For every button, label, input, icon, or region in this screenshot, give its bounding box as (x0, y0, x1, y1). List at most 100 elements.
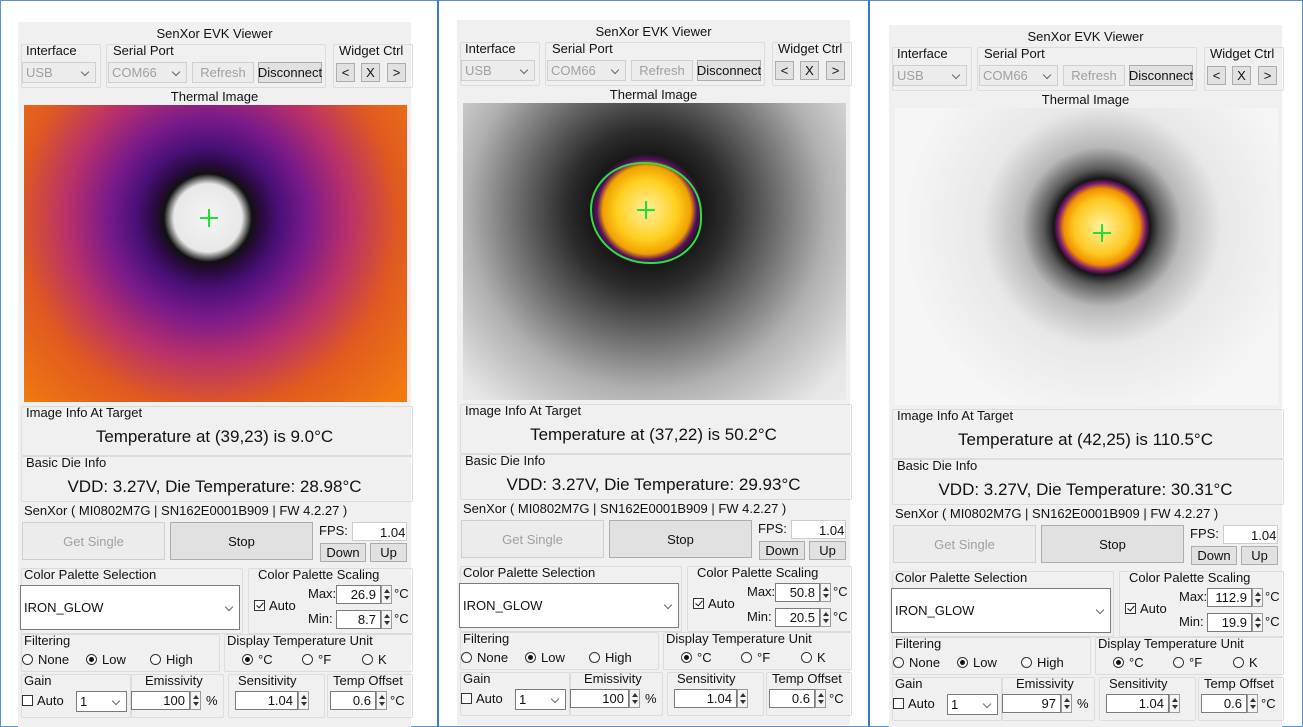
temperature-text: Temperature at (39,23) is 9.0°C (18, 428, 411, 445)
spin-buttons[interactable] (376, 691, 387, 710)
radio-label: Low (102, 653, 126, 666)
radio-button[interactable] (1113, 657, 1124, 668)
checkbox[interactable] (893, 698, 904, 709)
checkbox[interactable] (254, 600, 265, 611)
widget-button[interactable]: > (826, 61, 845, 80)
get-single-button[interactable]: Get Single (22, 522, 165, 560)
widget-button[interactable]: X (800, 61, 819, 80)
spin-buttons[interactable] (1252, 588, 1263, 607)
radio-button[interactable] (801, 652, 812, 663)
min-input[interactable]: 19.9 (1207, 613, 1252, 632)
radio-button[interactable] (1233, 657, 1244, 668)
spin-buttons[interactable] (1169, 694, 1180, 713)
widget-button[interactable]: X (361, 63, 380, 82)
spin-buttons[interactable] (298, 691, 309, 710)
spin-buttons[interactable] (381, 610, 392, 629)
stop-button[interactable]: Stop (609, 520, 752, 558)
spin-buttons[interactable] (1061, 694, 1072, 713)
interface-select[interactable]: USB (893, 65, 967, 86)
spin-buttons[interactable] (1247, 694, 1258, 713)
spin-buttons[interactable] (381, 585, 392, 604)
max-input[interactable]: 112.9 (1207, 588, 1252, 607)
widget-button[interactable]: < (775, 61, 794, 80)
spin-buttons[interactable] (820, 583, 831, 602)
offset-input[interactable]: 0.6 (1201, 694, 1247, 713)
widget-button[interactable]: X (1232, 66, 1251, 85)
emissivity-input[interactable]: 100 (131, 691, 190, 710)
palette-select[interactable]: IRON_GLOW (459, 583, 679, 628)
radio-button[interactable] (957, 657, 968, 668)
widget-button[interactable]: > (1258, 66, 1277, 85)
serial-port-select[interactable]: COM66 (547, 60, 626, 81)
refresh-button[interactable]: Refresh (1063, 65, 1125, 86)
spin-buttons[interactable] (737, 689, 748, 708)
down-button[interactable]: Down (1191, 546, 1237, 565)
widget-button[interactable]: < (336, 63, 355, 82)
max-input[interactable]: 50.8 (775, 583, 820, 602)
offset-input-value: 0.6 (1224, 697, 1242, 710)
radio-button[interactable] (22, 654, 33, 665)
disconnect-button[interactable]: Disconnect (697, 60, 761, 81)
down-button[interactable]: Down (759, 541, 805, 560)
spin-buttons[interactable] (815, 689, 826, 708)
radio-button[interactable] (741, 652, 752, 663)
min-input[interactable]: 20.5 (775, 608, 820, 627)
offset-input[interactable]: 0.6 (330, 691, 376, 710)
radio-button[interactable] (461, 652, 472, 663)
radio-label: °C (258, 653, 273, 666)
serial-port-select[interactable]: COM66 (108, 62, 187, 83)
radio-button[interactable] (589, 652, 600, 663)
spin-buttons[interactable] (1252, 613, 1263, 632)
stop-button[interactable]: Stop (1041, 525, 1184, 563)
spin-buttons[interactable] (820, 608, 831, 627)
up-button[interactable]: Up (370, 543, 407, 562)
sensitivity-input-value: 1.04 (707, 692, 732, 705)
interface-select[interactable]: USB (22, 62, 96, 83)
checkbox[interactable] (22, 695, 33, 706)
get-single-button[interactable]: Get Single (893, 525, 1036, 563)
radio-button[interactable] (681, 652, 692, 663)
palette-select[interactable]: IRON_GLOW (891, 588, 1111, 633)
palette-select[interactable]: IRON_GLOW (20, 585, 240, 630)
sensitivity-input[interactable]: 1.04 (674, 689, 737, 708)
get-single-button[interactable]: Get Single (461, 520, 604, 558)
disconnect-button[interactable]: Disconnect (1129, 65, 1193, 86)
spin-buttons[interactable] (190, 691, 201, 710)
radio-button[interactable] (150, 654, 161, 665)
emissivity-input[interactable]: 97 (1002, 694, 1061, 713)
up-button[interactable]: Up (1241, 546, 1278, 565)
radio-button[interactable] (242, 654, 253, 665)
refresh-button[interactable]: Refresh (631, 60, 693, 81)
sensitivity-input[interactable]: 1.04 (235, 691, 298, 710)
radio-button[interactable] (1173, 657, 1184, 668)
radio-button[interactable] (1021, 657, 1032, 668)
radio-button[interactable] (362, 654, 373, 665)
interface-select[interactable]: USB (461, 60, 535, 81)
serial-port-select[interactable]: COM66 (979, 65, 1058, 86)
gain-select[interactable]: 1 (515, 689, 566, 710)
min-input[interactable]: 8.7 (336, 610, 381, 629)
radio-button[interactable] (525, 652, 536, 663)
emissivity-input[interactable]: 100 (570, 689, 629, 708)
gain-select[interactable]: 1 (76, 691, 127, 712)
max-input[interactable]: 26.9 (336, 585, 381, 604)
checkbox[interactable] (1125, 603, 1136, 614)
down-button[interactable]: Down (320, 543, 366, 562)
widget-button[interactable]: > (387, 63, 406, 82)
widget-button[interactable]: < (1207, 66, 1226, 85)
refresh-button[interactable]: Refresh (192, 62, 254, 83)
spin-buttons[interactable] (629, 689, 640, 708)
up-button[interactable]: Up (809, 541, 846, 560)
radio-button[interactable] (86, 654, 97, 665)
checkbox[interactable] (461, 693, 472, 704)
disconnect-button[interactable]: Disconnect (258, 62, 322, 83)
radio-button[interactable] (302, 654, 313, 665)
stop-button[interactable]: Stop (170, 522, 313, 560)
scaling-label: Color Palette Scaling (1129, 571, 1250, 584)
radio-button[interactable] (893, 657, 904, 668)
offset-input[interactable]: 0.6 (769, 689, 815, 708)
checkbox[interactable] (693, 598, 704, 609)
interface-label: Interface (465, 42, 516, 55)
sensitivity-input[interactable]: 1.04 (1106, 694, 1169, 713)
gain-select[interactable]: 1 (947, 694, 998, 715)
